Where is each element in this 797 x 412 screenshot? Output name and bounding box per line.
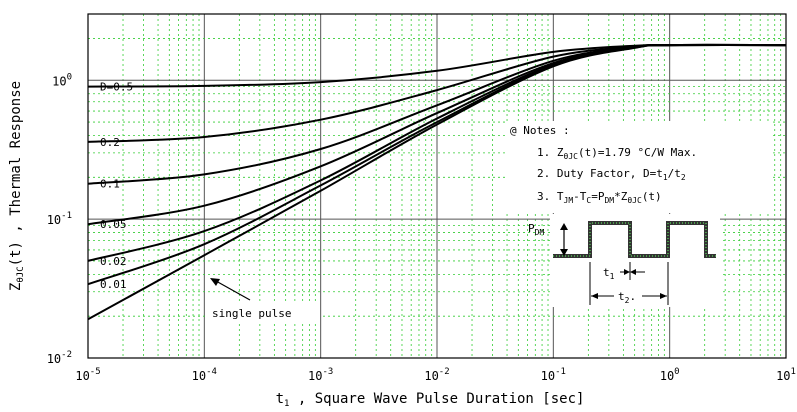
x-axis-title: t1 , Square Wave Pulse Duration [sec] — [276, 391, 585, 409]
pdm-label: PDM — [528, 222, 544, 237]
note-1: 1. ZθJC(t)=1.79 °C/W Max. — [537, 146, 697, 161]
x-tick-label: 10-3 — [308, 367, 333, 383]
note-2: 2. Duty Factor, D=t1/t2 — [537, 167, 686, 182]
curves — [87, 43, 787, 321]
single-pulse-arrow — [215, 280, 251, 301]
curve-single-pulse — [87, 43, 787, 321]
y-tick-label: 100 — [52, 72, 72, 88]
curve-label: 0.2 — [100, 136, 120, 149]
x-tick-label: 10-5 — [75, 367, 100, 383]
pulse-diagram: PDM t1 t2. — [528, 214, 720, 307]
x-tick-label: 101 — [776, 367, 796, 383]
t2-label: t2. — [618, 290, 636, 305]
single-pulse-label: single pulse — [212, 307, 291, 320]
x-tick-label: 10-2 — [424, 367, 449, 383]
x-tick-label: 10-4 — [192, 367, 217, 383]
y-axis-title: ZθJC(t) , Thermal Response — [8, 81, 26, 291]
y-tick-label: 10-2 — [47, 350, 72, 366]
curve-label: 0.1 — [100, 178, 120, 191]
x-tick-label: 10-1 — [541, 367, 566, 383]
tick-labels: 10-5 10-4 10-3 10-2 10-1 100 101 10-2 10-1 100 — [47, 72, 796, 383]
curve-labels: D=0.5 0.2 0.1 0.05 0.02 0.01 — [100, 81, 133, 292]
curve-label: D=0.5 — [100, 81, 133, 94]
x-tick-label: 100 — [660, 367, 680, 383]
notes-title: @ Notes : — [510, 124, 570, 137]
y-tick-label: 10-1 — [47, 211, 72, 227]
curve-label: 0.05 — [100, 218, 127, 231]
notes-box — [505, 121, 773, 213]
curve-label: 0.02 — [100, 255, 127, 268]
t1-label: t1 — [603, 266, 615, 281]
plot-frame — [87, 13, 787, 359]
note-3: 3. TJM-TC=PDM*ZθJC(t) — [537, 190, 662, 205]
curve-label: 0.01 — [100, 278, 127, 291]
